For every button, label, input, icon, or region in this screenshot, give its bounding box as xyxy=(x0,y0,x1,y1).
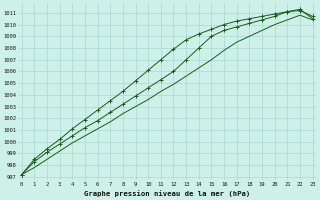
X-axis label: Graphe pression niveau de la mer (hPa): Graphe pression niveau de la mer (hPa) xyxy=(84,190,250,197)
